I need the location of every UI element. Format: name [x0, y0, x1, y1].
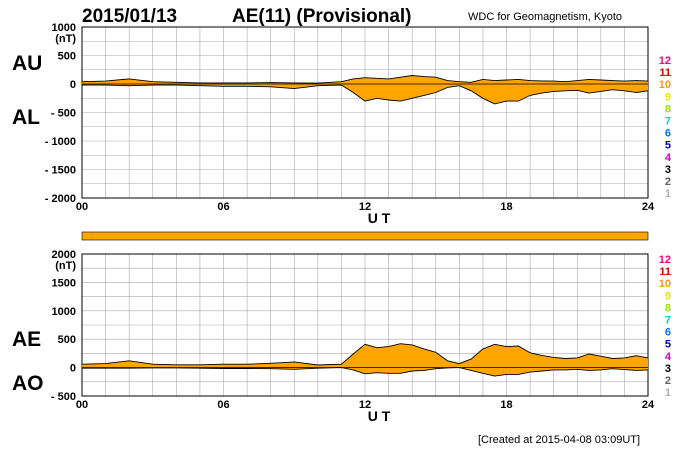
upper-series-line — [81, 75, 649, 84]
y-tick-label: - 500 — [51, 108, 76, 120]
scale-legend-item: 8 — [665, 103, 671, 115]
y-tick-label: - 2000 — [45, 193, 76, 205]
y-tick-label: - 1500 — [45, 165, 76, 177]
scale-legend-item: 4 — [665, 351, 672, 363]
x-tick-label: 24 — [642, 399, 655, 411]
y-tick-label: 0 — [70, 79, 76, 91]
y-unit-label: (nT) — [55, 260, 76, 272]
au-al-panel: 1000 500 0 - 500 - 1000 - 1500 - 2000 (nT) 00 06 1… — [12, 22, 655, 226]
y-tick-label: - 1000 — [45, 136, 76, 148]
scale-legend-item: 4 — [665, 152, 672, 164]
scale-legend-item: 7 — [665, 116, 671, 128]
x-tick-label: 00 — [76, 399, 88, 411]
lower-series-line — [82, 367, 649, 377]
scale-legend-item: 5 — [665, 140, 671, 152]
side-label-al: AL — [12, 106, 40, 129]
y-tick-label: 1000 — [52, 22, 76, 34]
lower-series-line — [82, 84, 649, 105]
scale-legend-item: 10 — [659, 278, 671, 290]
side-label-au: AU — [12, 52, 42, 75]
scale-legend-item: 10 — [659, 79, 671, 91]
x-tick-label: 12 — [359, 201, 371, 213]
index-title: AE(11) (Provisional) — [232, 6, 412, 27]
y-tick-label: 2000 — [52, 249, 76, 261]
scale-legend-item: 5 — [665, 339, 671, 351]
scale-legend-item: 7 — [665, 315, 671, 327]
x-tick-label: 18 — [500, 399, 512, 411]
scale-legend-item: 12 — [659, 254, 671, 266]
ae-ao-panel: 2000 1500 1000 500 0 - 500 (nT) 00 06 12 18 24 U T AE… — [12, 249, 655, 424]
source-label: WDC for Geomagnetism, Kyoto — [468, 11, 622, 23]
x-tick-label: 06 — [217, 399, 229, 411]
x-tick-label: 18 — [500, 201, 512, 213]
scale-legend-item: 6 — [665, 327, 671, 339]
y-tick-label: 500 — [58, 334, 76, 346]
scale-legend-item: 6 — [665, 128, 671, 140]
scale-legend-item: 9 — [665, 290, 671, 302]
upper-series-line — [81, 343, 649, 366]
x-tick-label: 06 — [217, 201, 229, 213]
x-tick-label: 12 — [359, 399, 371, 411]
scale-legend-item: 8 — [665, 302, 671, 314]
scale-legend-item: 1 — [665, 387, 671, 399]
scale-legend-item: 3 — [665, 164, 671, 176]
x-axis-title: U T — [368, 210, 391, 226]
plot-frame — [81, 26, 649, 199]
x-tick-label: 00 — [76, 201, 88, 213]
x-axis-title: U T — [368, 408, 391, 424]
scale-legend-item: 2 — [665, 375, 671, 387]
date-title: 2015/01/13 — [82, 6, 177, 27]
scale-legend-item: 1 — [665, 188, 671, 200]
scale-legend-item: 3 — [665, 363, 671, 375]
x-tick-label: 24 — [642, 201, 655, 213]
y-tick-label: 1000 — [52, 306, 76, 318]
envelope-area — [82, 75, 648, 104]
y-tick-label: - 500 — [51, 391, 76, 403]
scale-legend-item: 12 — [659, 55, 671, 67]
created-label: [Created at 2015-04-08 03:09UT] — [478, 434, 640, 446]
scale-legend-item: 11 — [659, 266, 671, 278]
side-label-ae: AE — [12, 328, 41, 351]
scale-legend-item: 11 — [659, 67, 671, 79]
y-unit-label: (nT) — [55, 33, 76, 45]
y-tick-label: 1500 — [52, 277, 76, 289]
y-tick-label: 0 — [70, 363, 76, 375]
y-tick-label: 500 — [58, 51, 76, 63]
plot-frame — [81, 253, 649, 397]
data-coverage-band — [81, 231, 649, 241]
scale-legend-item: 2 — [665, 176, 671, 188]
envelope-area — [82, 343, 648, 377]
side-label-ao: AO — [12, 372, 44, 395]
scale-legend-item: 9 — [665, 91, 671, 103]
